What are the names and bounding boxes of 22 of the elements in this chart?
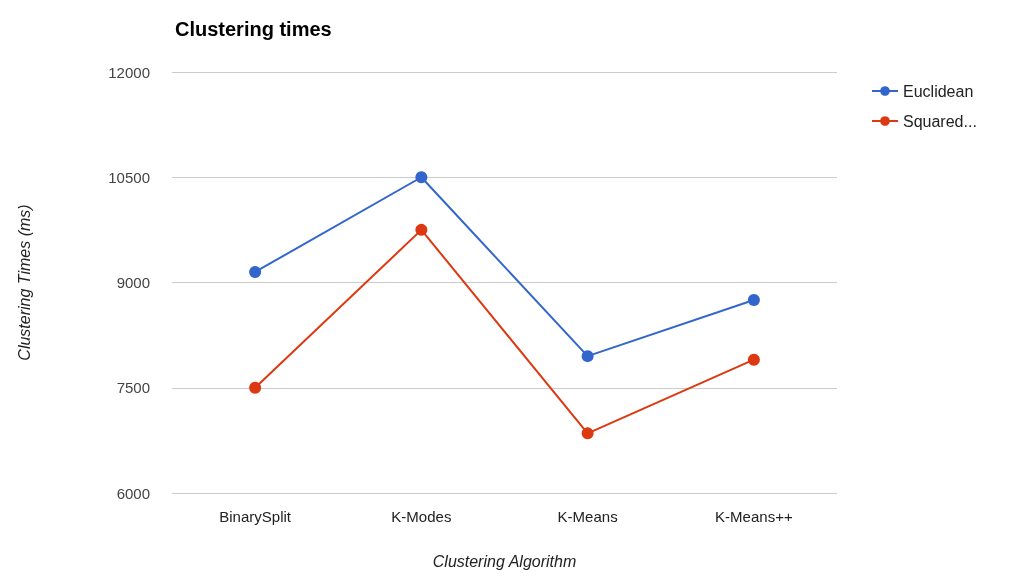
x-tick-label: K-Means <box>557 508 618 525</box>
y-axis-title: Clustering Times (ms) <box>15 204 33 361</box>
x-tick-label: K-Modes <box>391 508 452 525</box>
point <box>747 353 760 366</box>
legend-label: Euclidean <box>903 82 974 100</box>
legend-label: Squared... <box>903 112 977 130</box>
point <box>415 171 428 184</box>
y-tick-label: 7500 <box>116 379 150 397</box>
x-tick-label: BinarySplit <box>219 508 292 525</box>
point <box>747 294 760 307</box>
chart-title: Clustering times <box>175 18 332 40</box>
x-tick-label: K-Means++ <box>715 508 793 525</box>
y-tick-label: 10500 <box>108 168 150 186</box>
y-tick-label: 12000 <box>108 63 150 81</box>
point <box>581 427 594 440</box>
point <box>249 265 262 278</box>
point <box>581 350 594 363</box>
y-tick-label: 6000 <box>116 484 150 502</box>
point <box>249 381 262 394</box>
y-tick-label: 9000 <box>116 274 150 291</box>
point <box>415 223 428 236</box>
x-axis-title: Clustering Algorithm <box>432 552 577 570</box>
